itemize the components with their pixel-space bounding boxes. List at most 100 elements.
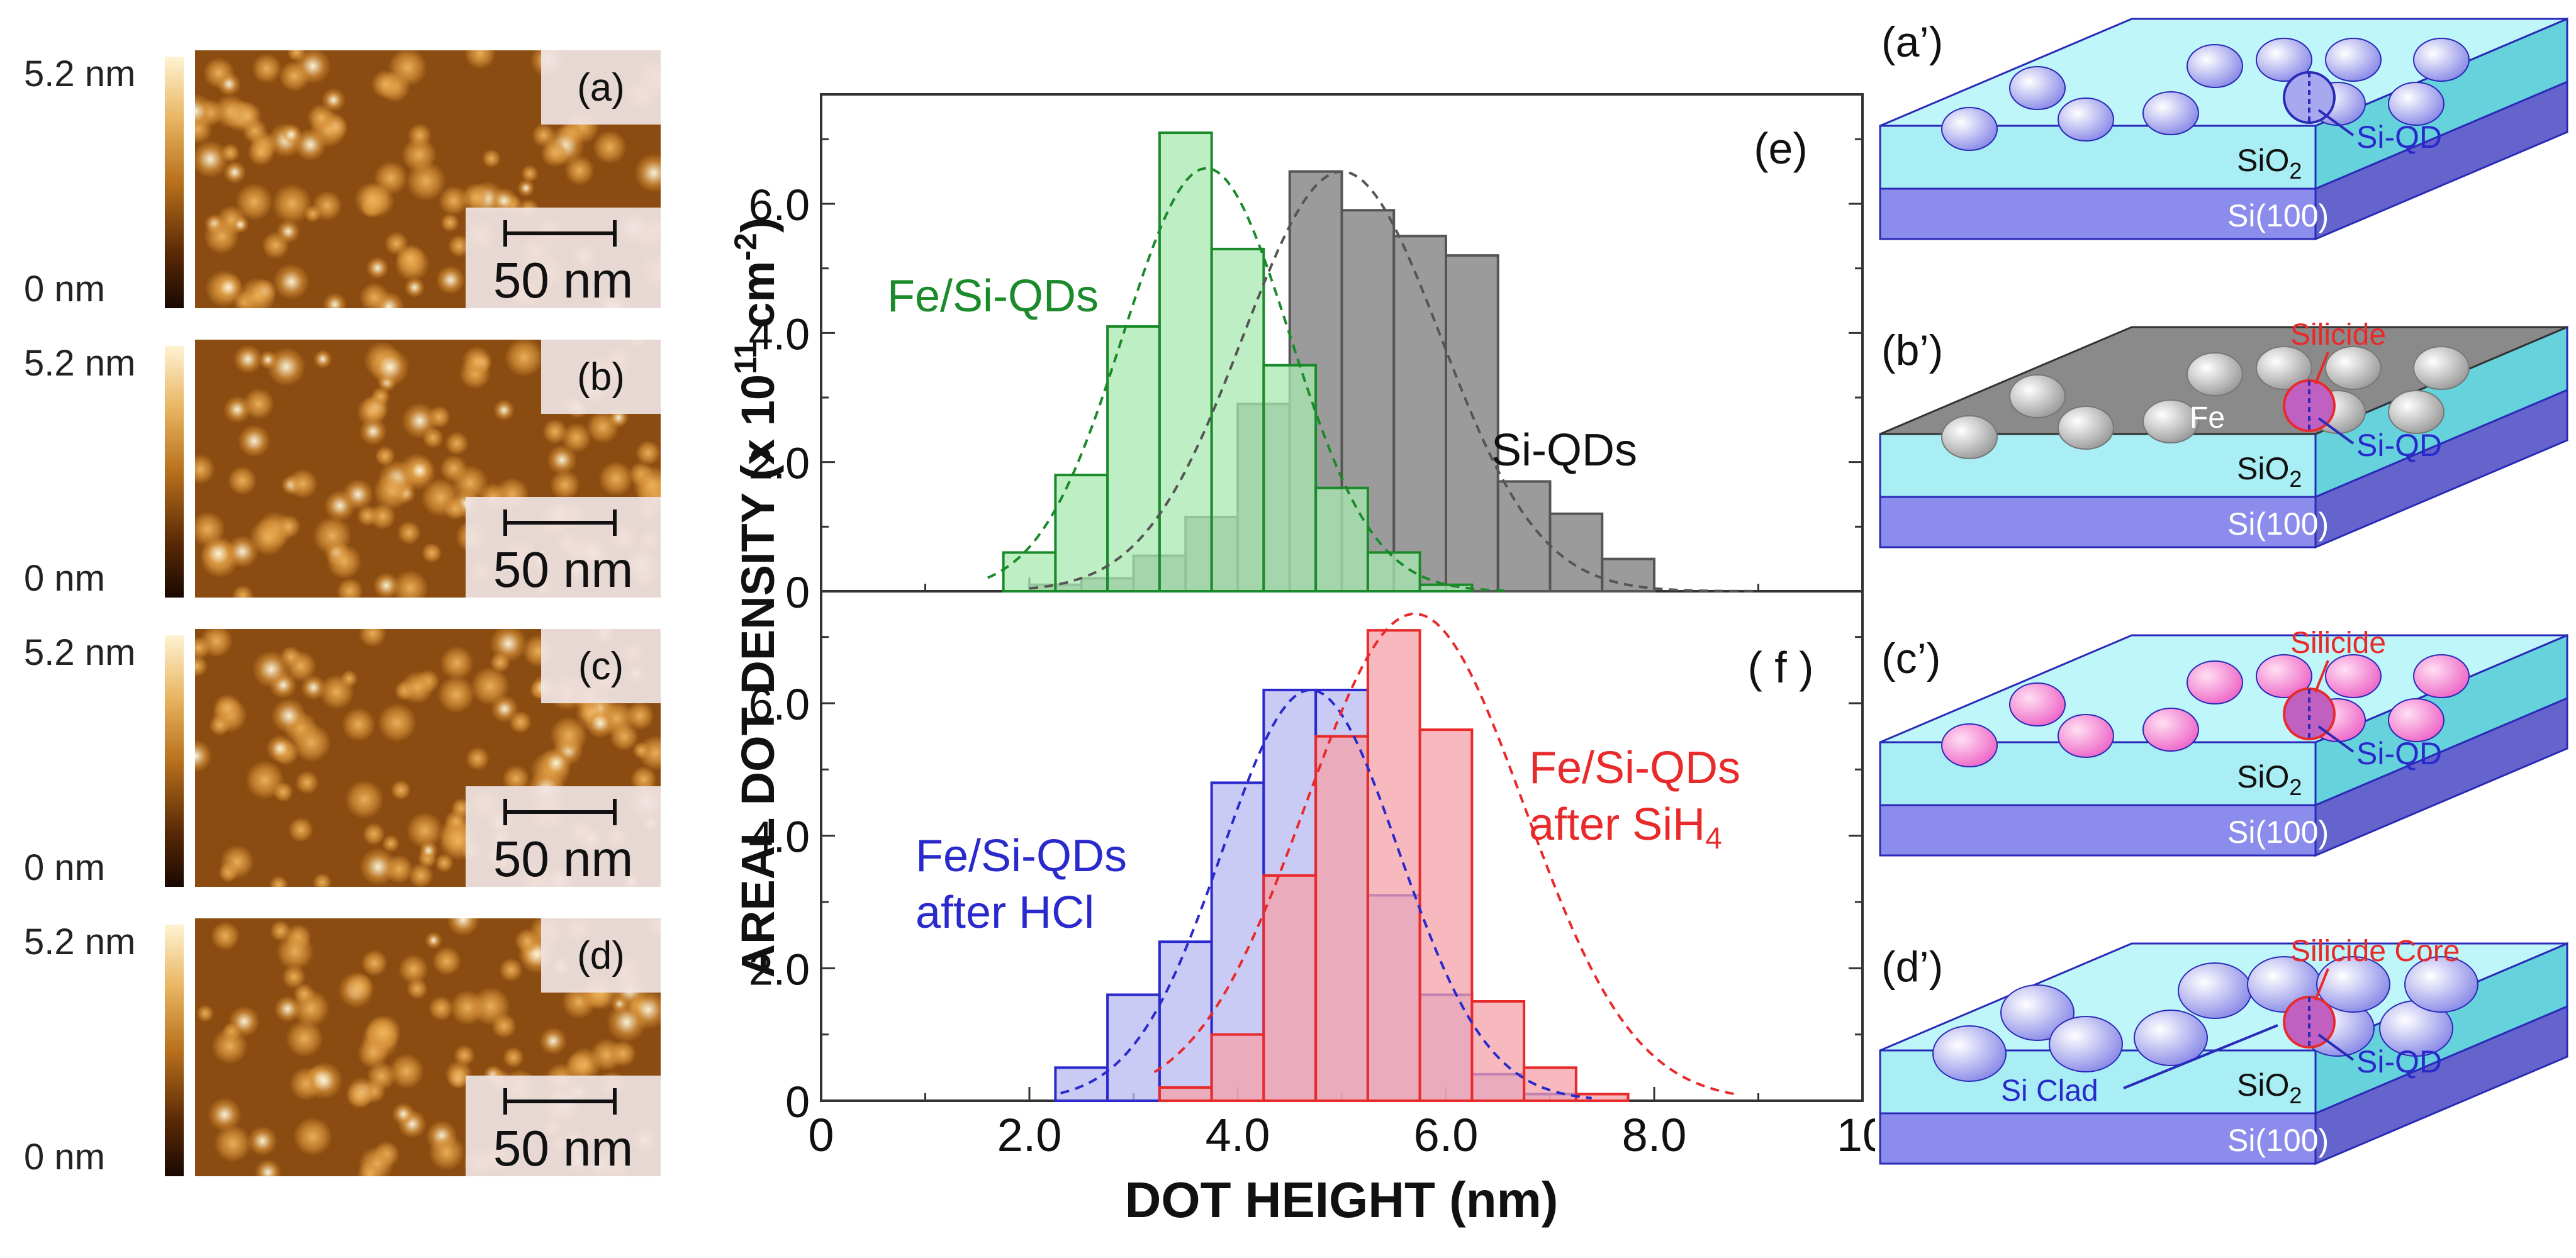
quantum-dot bbox=[2009, 374, 2066, 418]
schematic-d-prime: (d’) SiO2 Si(100) Si-QD Silicide Core Si Clad bbox=[1879, 935, 2568, 1166]
y-tick-labels-f: 0 2.0 4.0 6.0 bbox=[749, 680, 810, 1127]
bar-e-s1 bbox=[1106, 325, 1161, 593]
quantum-dot bbox=[1941, 107, 1998, 151]
y-tick-label-e: 6.0 bbox=[749, 181, 810, 230]
substrate-label: Si(100) bbox=[2227, 198, 2329, 233]
oxide-label: SiO2 bbox=[2237, 143, 2302, 184]
afm-panel-label: (a) bbox=[541, 50, 661, 125]
oxide-label: SiO2 bbox=[2237, 1067, 2302, 1108]
qd-pointer bbox=[2317, 417, 2355, 445]
ticks-f bbox=[820, 636, 1864, 1102]
quantum-dot bbox=[2009, 66, 2066, 110]
legend-hcl-line1: Fe/Si-QDs bbox=[916, 831, 1127, 881]
schematic-label: (a’) bbox=[1881, 18, 1943, 66]
colorbar-max-label: 5.2 nm bbox=[24, 632, 136, 673]
afm-panel-label: (b) bbox=[541, 340, 661, 414]
fit-curve-e-s1 bbox=[987, 167, 1509, 593]
quantum-dot bbox=[2134, 1010, 2208, 1066]
scalebar-label: 50 nm bbox=[493, 542, 634, 598]
x-tick-label: 8.0 bbox=[1622, 1109, 1687, 1161]
scalebar-line bbox=[503, 509, 617, 536]
quantum-dot bbox=[2325, 346, 2382, 390]
callout-label: Silicide Core bbox=[2290, 935, 2460, 968]
y-tick-label-f: 2.0 bbox=[749, 945, 810, 994]
bar-e-s1 bbox=[1002, 551, 1057, 593]
bar-f-s1 bbox=[1210, 1033, 1265, 1102]
bar-e-s0 bbox=[1392, 235, 1447, 593]
fits-f bbox=[1060, 612, 1738, 1099]
schematic-label: (b’) bbox=[1881, 326, 1943, 374]
quantum-dot bbox=[2256, 38, 2312, 82]
legend-sih4-line1: Fe/Si-QDs bbox=[1529, 743, 1740, 793]
quantum-dot bbox=[2142, 399, 2199, 443]
bars-e bbox=[1002, 131, 1655, 593]
bar-e-s1 bbox=[1210, 247, 1265, 593]
fits-e bbox=[987, 167, 1759, 593]
quantum-dot bbox=[2256, 654, 2312, 698]
panel-label-e: (e) bbox=[1754, 124, 1808, 173]
bar-f-s1 bbox=[1366, 629, 1421, 1102]
bar-f-s1 bbox=[1523, 1066, 1577, 1103]
schematic-a-prime: (a’) SiO2 Si(100) Si-QD bbox=[1879, 17, 2568, 241]
afm-colorbar bbox=[165, 57, 184, 308]
qd-pointer bbox=[2317, 725, 2355, 753]
qd-pointer bbox=[2317, 1033, 2355, 1061]
bar-e-s0 bbox=[1496, 480, 1552, 593]
colorbar-max-label: 5.2 nm bbox=[24, 53, 136, 94]
y-tick-label-e: 2.0 bbox=[749, 439, 810, 488]
scalebar-label: 50 nm bbox=[493, 831, 634, 887]
x-tick-label: 0 bbox=[808, 1109, 834, 1161]
afm-scalebar: 50 nm bbox=[466, 1076, 661, 1176]
colorbar-min-label: 0 nm bbox=[24, 558, 105, 599]
colorbar-min-label: 0 nm bbox=[24, 847, 105, 888]
y-tick-label-f: 6.0 bbox=[749, 680, 810, 729]
quantum-dot bbox=[2325, 654, 2382, 698]
afm-scalebar: 50 nm bbox=[466, 208, 661, 308]
clad-label: Si Clad bbox=[2001, 1074, 2098, 1108]
afm-panel-c: 5.2 nm 0 nm (c) 50 nm bbox=[0, 629, 667, 918]
colorbar-max-label: 5.2 nm bbox=[24, 343, 136, 384]
quantum-dot bbox=[1941, 723, 1998, 767]
callout-pointer bbox=[2314, 352, 2329, 384]
afm-colorbar bbox=[165, 925, 184, 1176]
y-tick-labels-e: 0 2.0 4.0 6.0 bbox=[749, 181, 810, 617]
afm-image: (a) 50 nm bbox=[195, 50, 661, 308]
quantum-dot bbox=[2049, 1016, 2123, 1072]
schematic-c-prime: (c’) SiO2 Si(100) Si-QD Silicide bbox=[1879, 626, 2568, 857]
scalebar-label: 50 nm bbox=[493, 252, 634, 308]
legend-hcl-line2: after HCl bbox=[916, 888, 1094, 938]
quantum-dot bbox=[2256, 346, 2312, 390]
quantum-dot bbox=[2142, 708, 2199, 752]
bar-f-s0 bbox=[1054, 1066, 1109, 1103]
afm-colorbar bbox=[165, 346, 184, 598]
afm-image: (d) 50 nm bbox=[195, 918, 661, 1176]
quantum-dot bbox=[2142, 91, 2199, 135]
fit-curve-f-s1 bbox=[1153, 612, 1738, 1096]
qd-label: Si-QD bbox=[2356, 1044, 2442, 1079]
bar-e-s1 bbox=[1054, 474, 1109, 593]
quantum-dot bbox=[2187, 44, 2243, 88]
quantum-dot bbox=[2187, 660, 2243, 704]
quantum-dot bbox=[1941, 415, 1998, 459]
afm-panel-d: 5.2 nm 0 nm (d) 50 nm bbox=[0, 918, 667, 1208]
colorbar-min-label: 0 nm bbox=[24, 269, 105, 309]
qd-label: Si-QD bbox=[2356, 428, 2442, 463]
legend-sih4-line2: after SiH4 bbox=[1529, 799, 1722, 855]
afm-panel-a: 5.2 nm 0 nm (a) 50 nm bbox=[0, 50, 667, 340]
bar-e-s1 bbox=[1314, 486, 1369, 593]
schematic-label: (c’) bbox=[1881, 635, 1940, 682]
clad-pointer bbox=[2123, 1024, 2278, 1089]
afm-image: (c) 50 nm bbox=[195, 629, 661, 887]
x-tick-label: 2.0 bbox=[997, 1109, 1062, 1161]
scalebar-line bbox=[503, 220, 617, 247]
bar-f-s1 bbox=[1262, 874, 1318, 1103]
colorbar-min-label: 0 nm bbox=[24, 1137, 105, 1177]
bar-e-s1 bbox=[1418, 583, 1474, 593]
x-tick-label: 4.0 bbox=[1206, 1109, 1270, 1161]
quantum-dot bbox=[2388, 698, 2444, 742]
y-tick-label-f: 0 bbox=[785, 1077, 810, 1127]
bar-f-s1 bbox=[1158, 1086, 1213, 1103]
quantum-dot bbox=[2058, 406, 2114, 450]
quantum-dot bbox=[2325, 38, 2382, 82]
colorbar-max-label: 5.2 nm bbox=[24, 921, 136, 962]
